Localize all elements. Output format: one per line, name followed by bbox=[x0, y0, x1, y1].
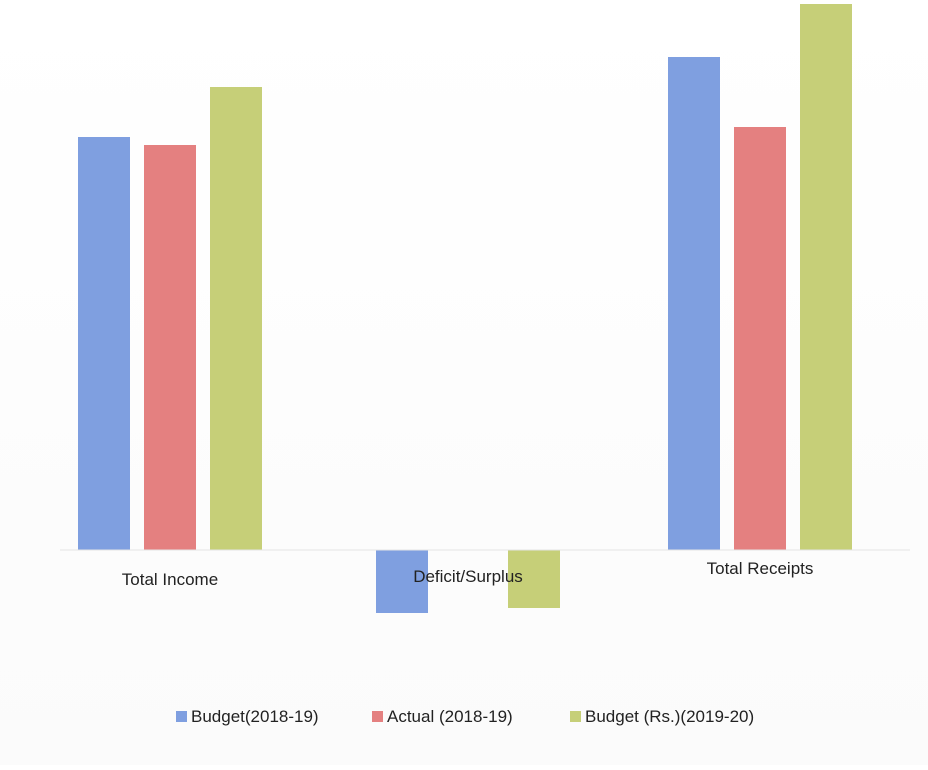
legend-swatch-2 bbox=[570, 711, 581, 722]
bars-group bbox=[78, 4, 852, 613]
category-labels-group: Total Income Deficit/Surplus Total Receipt… bbox=[122, 559, 814, 589]
legend-swatch-0 bbox=[176, 711, 187, 722]
legend-label-0: Budget(2018-19) bbox=[191, 707, 319, 726]
category-label: Total Receipts bbox=[707, 559, 814, 578]
category-label: Deficit/Surplus bbox=[413, 567, 523, 586]
bar-total-receipts-series-1 bbox=[734, 127, 786, 550]
bar-deficit-surplus-series-2 bbox=[508, 550, 560, 608]
legend-label-2: Budget (Rs.)(2019-20) bbox=[585, 707, 754, 726]
bar-total-income-series-2 bbox=[210, 87, 262, 550]
legend-label-1: Actual (2018-19) bbox=[387, 707, 513, 726]
bar-total-receipts-series-2 bbox=[800, 4, 852, 550]
bar-total-income-series-0 bbox=[78, 137, 130, 550]
bar-deficit-surplus-series-0 bbox=[376, 550, 428, 613]
category-label: Total Income bbox=[122, 570, 218, 589]
bar-total-income-series-1 bbox=[144, 145, 196, 550]
legend-swatch-1 bbox=[372, 711, 383, 722]
legend: Budget(2018-19) Actual (2018-19) Budget (R… bbox=[176, 707, 754, 726]
bar-total-receipts-series-0 bbox=[668, 57, 720, 550]
